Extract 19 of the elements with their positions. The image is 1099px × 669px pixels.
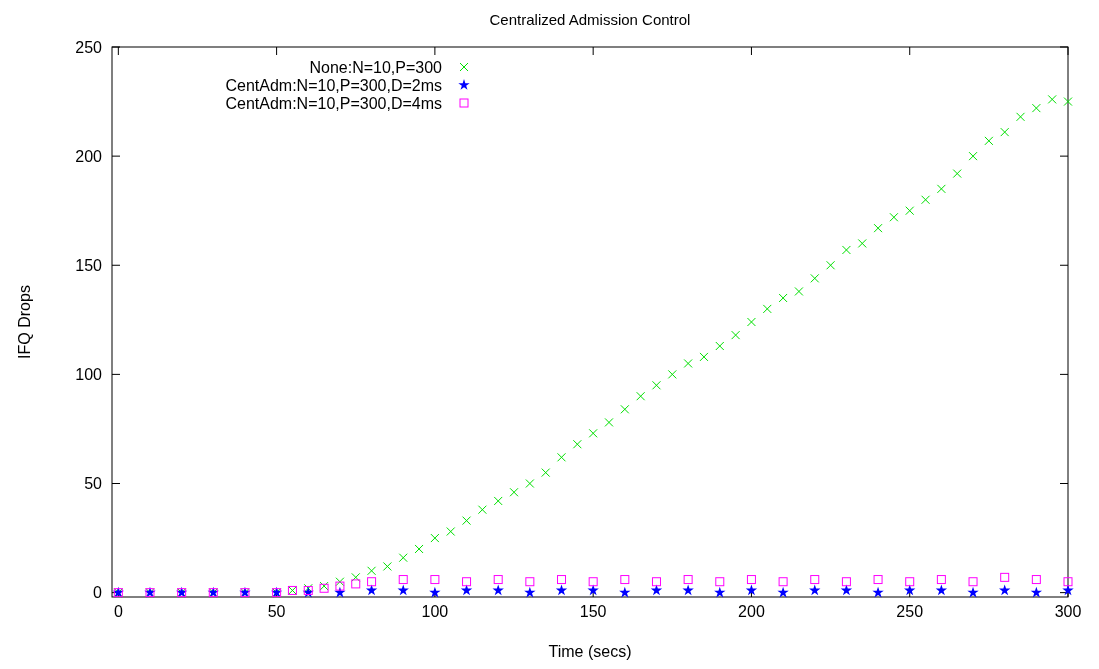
x-tick-label: 0 [113, 603, 123, 620]
y-tick-label: 50 [84, 475, 103, 493]
x-tick-label: 200 [738, 603, 765, 620]
legend-label: CentAdm:N=10,P=300,D=4ms [225, 94, 442, 112]
x-axis-title: Time (secs) [548, 643, 632, 660]
x-tick-label: 250 [896, 603, 924, 620]
x-tick-label: 300 [1054, 603, 1082, 620]
x-tick-label: 100 [421, 603, 449, 620]
chart-title: Centralized Admission Control [489, 11, 691, 28]
y-tick-label: 150 [75, 256, 103, 274]
y-tick-label: 200 [75, 147, 103, 165]
x-tick-label: 150 [579, 603, 607, 620]
y-tick-label: 250 [75, 38, 103, 56]
y-axis-title: IFQ Drops [16, 285, 33, 359]
legend-label: None:N=10,P=300 [309, 58, 443, 76]
legend-label: CentAdm:N=10,P=300,D=2ms [225, 76, 442, 94]
x-tick-label: 50 [267, 603, 286, 620]
y-tick-label: 0 [93, 584, 103, 602]
y-tick-label: 100 [75, 365, 103, 383]
